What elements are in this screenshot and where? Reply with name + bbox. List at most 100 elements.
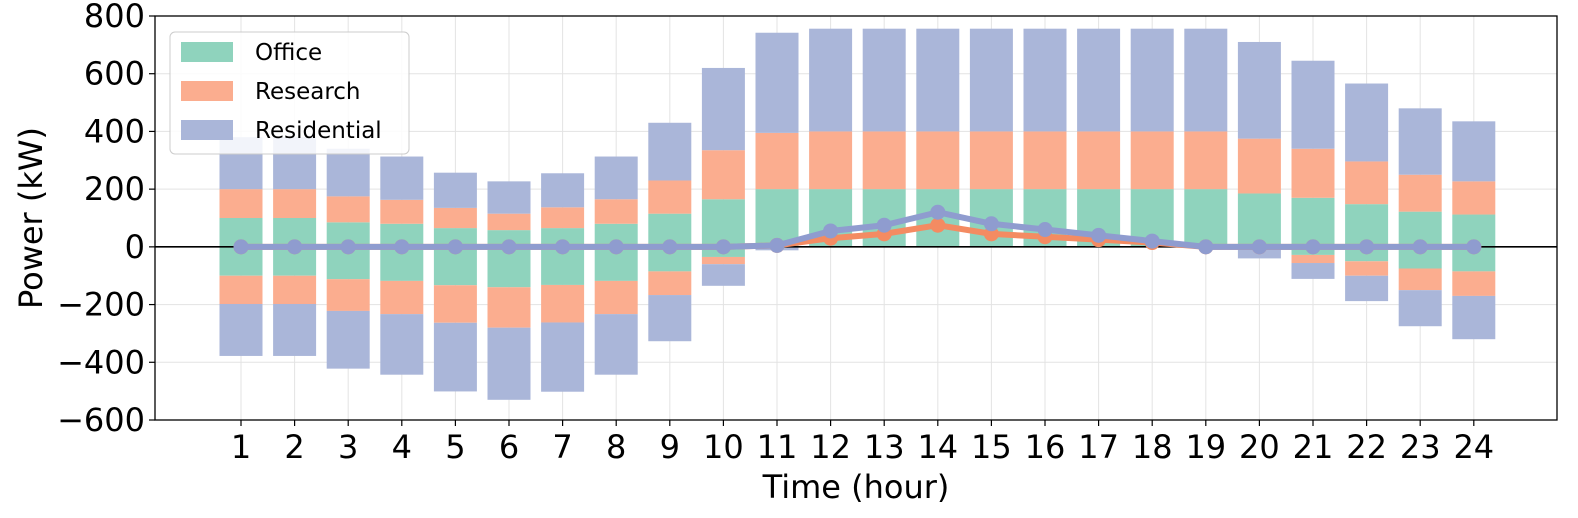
bar-research-positive [1077,131,1121,190]
bar-residential-positive [916,28,960,132]
x-tick-label: 15 [971,428,1012,466]
bar-residential-negative [1398,290,1442,327]
bar-residential-positive [809,28,853,132]
bar-residential-positive [594,156,638,200]
bar-residential-negative [433,322,477,392]
bar-office-positive [541,228,585,247]
x-tick-label: 23 [1400,428,1441,466]
bar-research-positive [1130,131,1174,190]
point-residential [823,223,839,239]
bar-research-negative [219,275,263,304]
point-residential [1037,222,1053,238]
x-tick-label: 5 [445,428,465,466]
bar-research-negative [433,285,477,323]
bar-research-positive [701,150,745,200]
bar-residential-positive [380,156,424,200]
x-tick-label: 1 [231,428,251,466]
x-tick-label: 8 [606,428,626,466]
legend-label-office: Office [255,40,322,66]
y-tick-label: −400 [57,343,145,381]
bar-research-positive [273,189,317,218]
bar-residential-negative [487,327,531,400]
x-tick-label: 12 [810,428,851,466]
bar-research-positive [1345,161,1389,205]
x-tick-label: 4 [392,428,412,466]
bar-research-positive [487,213,531,231]
bar-residential-positive [326,148,370,197]
bar-research-negative [1291,254,1335,264]
point-residential [1412,239,1428,255]
point-residential [1144,233,1160,249]
bar-research-positive [219,189,263,218]
point-residential [394,239,410,255]
x-tick-label: 16 [1025,428,1066,466]
bar-research-positive [809,131,853,190]
line-layer [155,204,1557,255]
bar-office-positive [487,230,531,247]
bar-residential-negative [648,295,692,342]
bar-residential-negative [701,264,745,286]
point-residential [1305,239,1321,255]
bar-residential-negative [273,303,317,356]
bar-research-positive [1291,148,1335,198]
legend-swatch-residential [181,120,233,140]
bar-office-positive [1184,189,1228,247]
bar-research-positive [1023,131,1067,190]
bar-research-positive [380,199,424,224]
bar-research-positive [326,196,370,223]
point-residential [876,217,892,233]
bar-research-positive [541,207,585,229]
x-tick-label: 19 [1185,428,1226,466]
bar-research-negative [541,284,585,323]
point-residential [287,239,303,255]
bar-residential-negative [541,322,585,392]
bar-research-positive [755,132,799,190]
bar-residential-positive [1237,41,1281,139]
x-tick-label: 3 [338,428,358,466]
bar-residential-positive [1023,28,1067,132]
bar-residential-positive [701,67,745,151]
point-residential [769,237,785,253]
point-residential [1251,239,1267,255]
bar-research-positive [862,131,906,190]
bar-research-positive [1398,174,1442,212]
bar-research-positive [648,180,692,214]
x-tick-label: 9 [660,428,680,466]
x-tick-label: 17 [1078,428,1119,466]
y-tick-label: −600 [57,401,145,439]
legend-swatch-office [181,42,233,62]
bar-residential-negative [326,310,370,369]
bar-residential-negative [1452,295,1496,340]
x-tick-label: 18 [1132,428,1173,466]
x-tick-label: 20 [1239,428,1280,466]
bar-residential-positive [1291,60,1335,149]
bar-research-negative [380,280,424,315]
bar-research-negative [326,279,370,311]
point-research [930,217,946,233]
bar-office-positive [433,228,477,247]
bar-residential-positive [862,28,906,132]
point-residential [1091,227,1107,243]
bar-residential-negative [1345,275,1389,302]
bar-residential-positive [755,32,799,133]
bar-research-negative [594,280,638,315]
x-tick-label: 11 [757,428,798,466]
bar-research-negative [1452,271,1496,296]
line-residential [241,209,1474,250]
bar-residential-positive [1452,121,1496,182]
bar-layer [219,28,1496,400]
x-tick-label: 24 [1453,428,1494,466]
bar-residential-positive [1345,83,1389,162]
x-tick-label: 2 [284,428,304,466]
bar-office-negative [1398,246,1442,269]
bar-office-positive [1237,193,1281,247]
bar-residential-positive [1130,28,1174,132]
legend: Office Research Residential [169,31,410,155]
point-residential [340,239,356,255]
y-tick-label: 800 [84,0,145,35]
bar-residential-negative [219,303,263,356]
point-residential [1359,239,1375,255]
bar-office-positive [380,223,424,247]
